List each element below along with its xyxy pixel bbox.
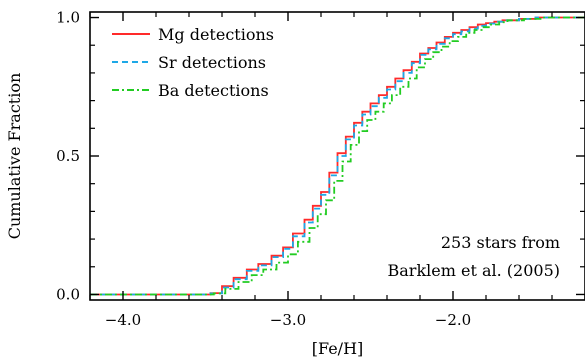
y-tick-label: 0.5 bbox=[56, 147, 80, 165]
y-tick-label: 1.0 bbox=[56, 9, 80, 27]
legend: Mg detections Sr detections Ba detection… bbox=[112, 25, 274, 100]
axis-ticks: −4.0 −3.0 −2.0 0.0 0.5 1.0 bbox=[56, 9, 585, 329]
series-line-3 bbox=[90, 16, 585, 296]
legend-label-sr: Sr detections bbox=[158, 53, 266, 72]
annotation-line-2: Barklem et al. (2005) bbox=[388, 261, 561, 280]
series-line-2 bbox=[90, 16, 585, 296]
x-tick-label: −3.0 bbox=[270, 311, 306, 329]
legend-label-ba: Ba detections bbox=[158, 81, 269, 100]
data-series-layer bbox=[90, 16, 585, 296]
y-tick-label: 0.0 bbox=[56, 285, 80, 303]
legend-label-mg: Mg detections bbox=[158, 25, 274, 44]
x-tick-label: −4.0 bbox=[105, 311, 141, 329]
annotation: 253 stars from Barklem et al. (2005) bbox=[388, 233, 561, 280]
x-axis-label: [Fe/H] bbox=[312, 339, 364, 358]
y-axis-label: Cumulative Fraction bbox=[5, 73, 24, 240]
x-tick-label: −2.0 bbox=[435, 311, 471, 329]
annotation-line-1: 253 stars from bbox=[441, 233, 560, 252]
